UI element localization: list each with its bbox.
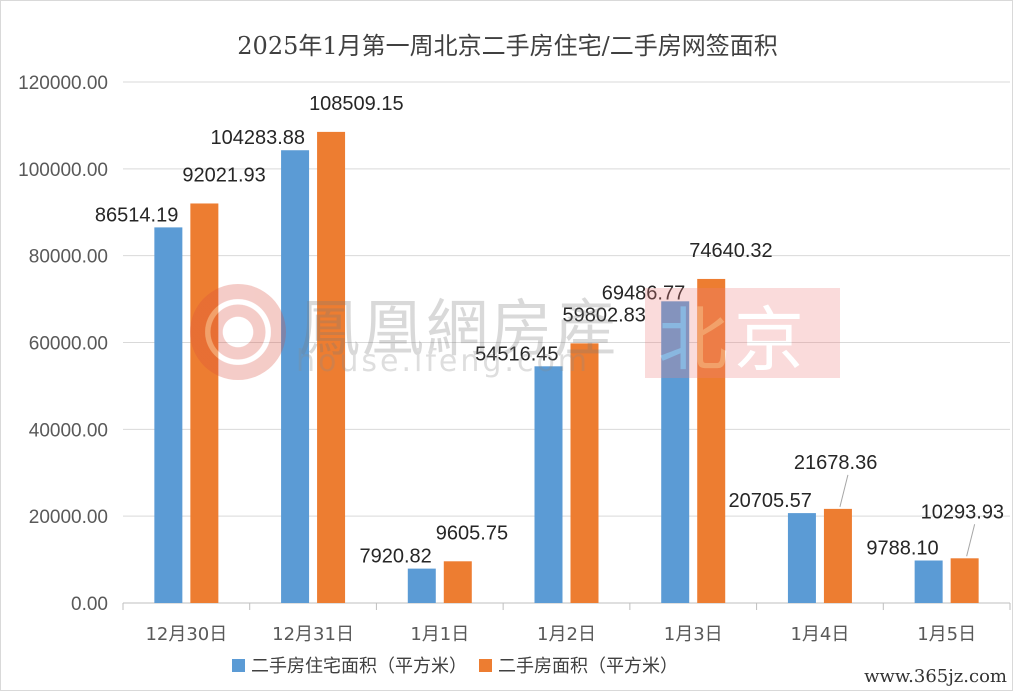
- bar-series-2: [190, 203, 219, 604]
- data-label-series-2: 59802.83: [563, 304, 646, 326]
- x-tick-label: 1月1日: [410, 624, 469, 645]
- legend-swatch-series-2: [479, 658, 492, 672]
- x-tick-label: 1月2日: [537, 624, 596, 645]
- bar-series-1: [914, 560, 943, 603]
- bar-series-1: [661, 301, 690, 603]
- bar-series-2: [697, 278, 726, 603]
- legend: 二手房住宅面积（平方米） 二手房面积（平方米）: [232, 652, 690, 678]
- y-tick-label: 80000.00: [29, 247, 108, 268]
- bar-series-2: [443, 561, 472, 603]
- legend-item-series-2: 二手房面积（平方米）: [479, 652, 678, 678]
- legend-swatch-series-1: [232, 658, 245, 672]
- data-label-series-1: 69486.77: [602, 282, 685, 304]
- data-label-series-2: 10293.93: [921, 501, 1004, 523]
- data-label-series-1: 54516.45: [475, 343, 558, 365]
- y-tick-label: 120000.00: [18, 73, 108, 94]
- bar-series-1: [407, 568, 436, 603]
- axes: 0.00 20000.00 40000.00 60000.00 80000.00 1000…: [18, 73, 1011, 645]
- x-tick-label: 12月31日: [272, 624, 354, 645]
- y-tick-label: 60000.00: [29, 334, 108, 355]
- data-label-series-1: 7920.82: [359, 546, 431, 568]
- source-watermark: www.365jz.com: [864, 666, 1007, 687]
- data-labels: 86514.19 104283.88 7920.82 54516.45 69486.77…: [95, 93, 1004, 568]
- x-tick-label: 1月5日: [917, 624, 976, 645]
- data-label-series-2: 74640.32: [689, 240, 772, 262]
- data-label-series-2: 108509.15: [309, 93, 404, 115]
- data-label-series-2: 9605.75: [436, 522, 508, 544]
- bars: [154, 131, 979, 604]
- data-label-series-1: 104283.88: [211, 127, 306, 149]
- legend-label-series-2: 二手房面积（平方米）: [498, 656, 678, 677]
- chart-title: 2025年1月第一周北京二手房住宅/二手房网签面积: [237, 32, 778, 60]
- leader-line: [839, 474, 849, 508]
- leader-line: [966, 524, 976, 557]
- legend-item-series-1: 二手房住宅面积（平方米）: [232, 652, 467, 678]
- data-label-series-1: 20705.57: [729, 490, 812, 512]
- y-tick-label: 0.00: [71, 594, 108, 615]
- bar-series-2: [950, 558, 979, 603]
- y-tick-label: 20000.00: [29, 507, 108, 528]
- gridlines: [123, 81, 1010, 517]
- data-label-series-1: 9788.10: [866, 538, 938, 560]
- y-tick-label: 100000.00: [18, 160, 108, 181]
- data-label-series-2: 21678.36: [794, 452, 877, 474]
- legend-label-series-1: 二手房住宅面积（平方米）: [251, 656, 467, 677]
- bar-series-1: [787, 513, 816, 603]
- x-tick-label: 12月30日: [145, 624, 227, 645]
- bar-series-2: [317, 131, 346, 603]
- bar-series-1: [154, 227, 183, 604]
- bar-series-2: [570, 343, 599, 603]
- data-label-series-1: 86514.19: [95, 204, 178, 226]
- bar-series-1: [281, 150, 310, 603]
- y-tick-label: 40000.00: [29, 420, 108, 441]
- data-label-series-2: 92021.93: [182, 164, 265, 186]
- x-tick-label: 1月3日: [664, 624, 723, 645]
- bar-series-2: [823, 508, 852, 603]
- bar-series-1: [534, 366, 563, 603]
- x-tick-label: 1月4日: [790, 624, 849, 645]
